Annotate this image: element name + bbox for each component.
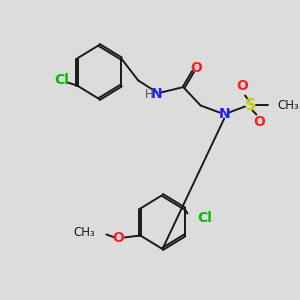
Text: O: O	[253, 116, 265, 130]
Text: Cl: Cl	[197, 212, 212, 226]
Text: N: N	[218, 106, 230, 121]
Text: S: S	[245, 98, 256, 113]
Text: H: H	[145, 88, 154, 101]
Text: O: O	[113, 230, 124, 244]
Text: CH₃: CH₃	[73, 226, 95, 239]
Text: N: N	[150, 86, 162, 100]
Text: Cl: Cl	[55, 73, 69, 86]
Text: O: O	[236, 80, 248, 94]
Text: O: O	[190, 61, 202, 74]
Text: CH₃: CH₃	[277, 99, 299, 112]
